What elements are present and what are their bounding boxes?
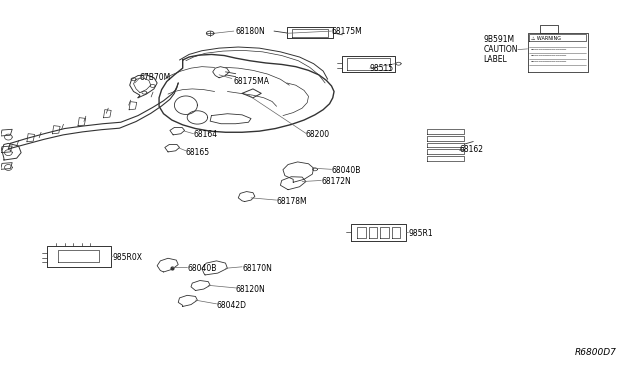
Text: 98515: 98515 (370, 64, 394, 73)
Text: 68170N: 68170N (242, 264, 272, 273)
Text: LABEL: LABEL (483, 55, 508, 64)
Text: 68200: 68200 (306, 130, 330, 140)
Text: 68165: 68165 (186, 148, 210, 157)
Text: 985R1: 985R1 (408, 229, 433, 238)
Text: 68178M: 68178M (276, 197, 307, 206)
Text: 68040B: 68040B (187, 264, 216, 273)
Text: 68180N: 68180N (236, 26, 266, 36)
Text: 68162: 68162 (460, 145, 483, 154)
Text: ─────────────────: ───────────────── (530, 54, 566, 58)
Text: 68172N: 68172N (321, 177, 351, 186)
Text: 68164: 68164 (193, 130, 218, 140)
Text: 985R0X: 985R0X (113, 253, 143, 262)
Text: ─────────────────: ───────────────── (530, 60, 566, 64)
Text: CAUTION: CAUTION (483, 45, 518, 54)
Text: 67B70M: 67B70M (140, 73, 171, 82)
Text: 68042D: 68042D (216, 301, 246, 310)
Text: ⚠ WARNING: ⚠ WARNING (531, 36, 561, 41)
Text: 68120N: 68120N (236, 285, 266, 294)
Text: 68175MA: 68175MA (234, 77, 270, 86)
Text: R6800D7: R6800D7 (575, 348, 617, 357)
Text: 68175M: 68175M (332, 26, 362, 36)
Text: 68040B: 68040B (332, 166, 361, 175)
Text: 9B591M: 9B591M (483, 35, 515, 44)
Text: ─────────────────: ───────────────── (530, 48, 566, 52)
